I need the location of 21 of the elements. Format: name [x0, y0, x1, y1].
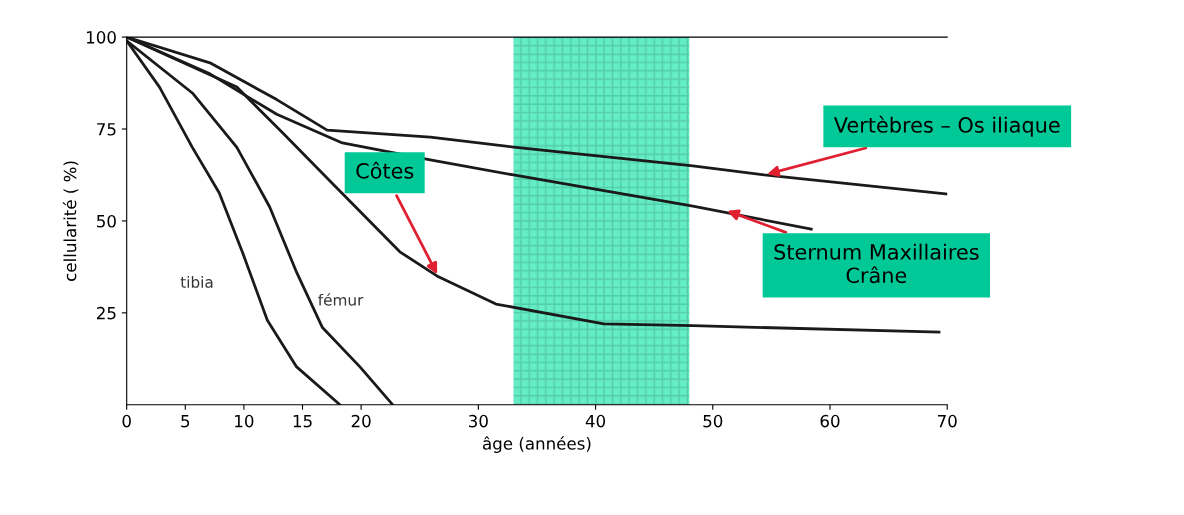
y-tick-label: 100: [86, 31, 116, 44]
annotation: Sternum Maxillaires Crâne: [774, 243, 979, 284]
y-tick-label: 25: [96, 306, 116, 320]
x-tick-label: 10: [235, 414, 254, 428]
x-tick-label: 40: [585, 414, 606, 428]
annotation: Vertèbres – Os iliaque: [833, 115, 1060, 137]
x-tick-label: 70: [937, 414, 957, 428]
x-tick-label: 15: [293, 415, 312, 428]
x-tick-label: 60: [820, 414, 840, 428]
x-tick-label: 5: [181, 415, 190, 428]
y-axis-title: cellularité ( %): [62, 161, 79, 281]
x-tick-label: 20: [351, 414, 371, 428]
text: tibia: [180, 276, 213, 288]
y-tick-label: 75: [97, 123, 116, 136]
y-tick-label: 50: [97, 214, 116, 228]
x-axis-title: âge (années): [483, 436, 591, 453]
x-tick-label: 30: [469, 414, 488, 428]
series-label: fémur: [318, 293, 364, 306]
x-tick-label: 0: [122, 414, 131, 428]
x-tick-label: 50: [703, 414, 723, 428]
annotation: Côtes: [356, 161, 414, 179]
